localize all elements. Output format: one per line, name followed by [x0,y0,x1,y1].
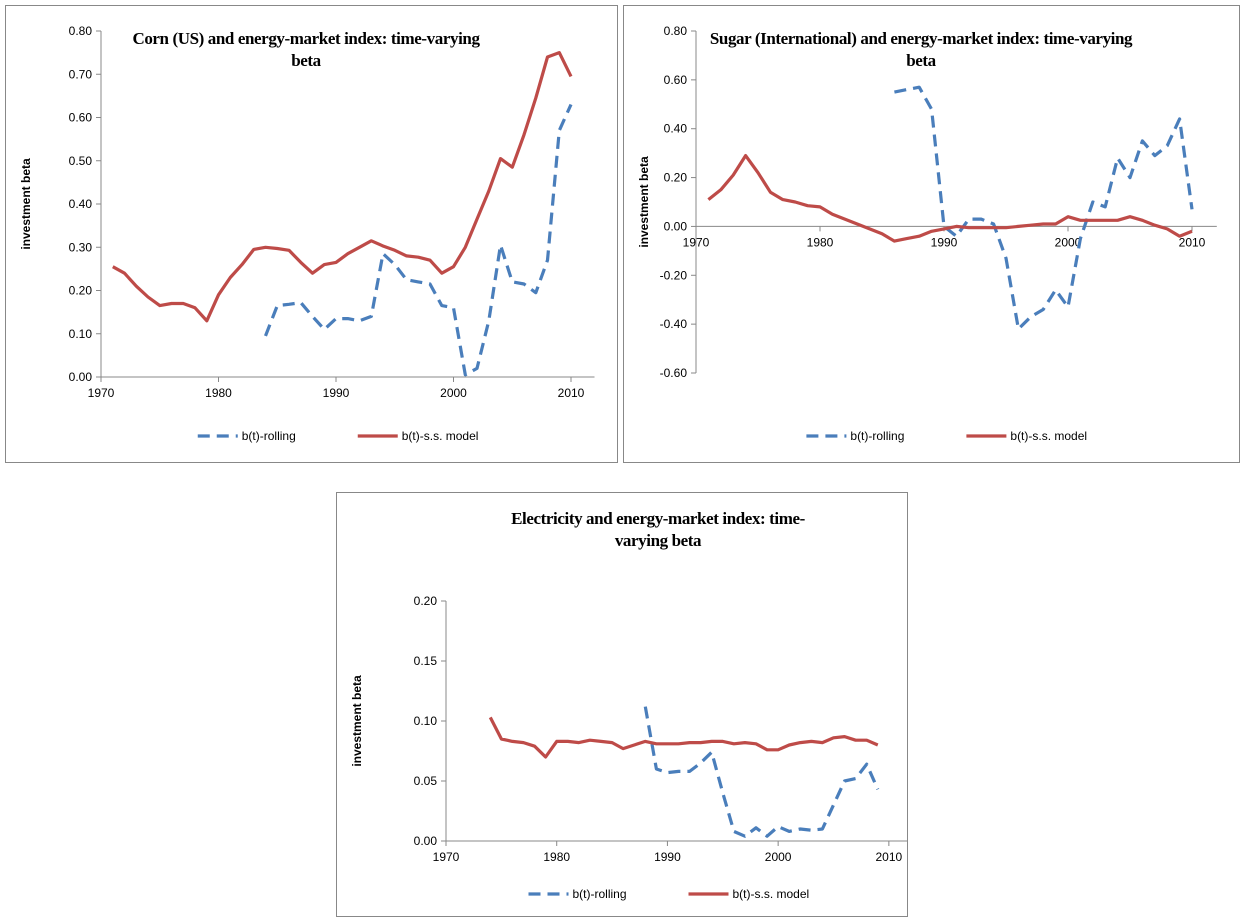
x-tick-label: 1980 [543,850,570,864]
legend-label: b(t)-rolling [242,429,296,443]
x-tick-label: 2000 [765,850,792,864]
x-tick-label: 1970 [683,235,710,249]
y-tick-label: 0.00 [414,834,438,848]
y-tick-label: 0.20 [414,594,438,608]
y-tick-label: 0.10 [69,327,93,341]
y-tick-label: 0.00 [69,370,93,384]
x-tick-label: 1990 [323,386,350,400]
x-tick-label: 1970 [88,386,115,400]
chart-panel: 0.00 0.05 0.10 0.15 0.20 1970 1980 1990 2000 2010… [336,492,908,917]
y-tick-label: 0.20 [69,284,93,298]
legend-label: b(t)-rolling [850,429,904,443]
legend-label: b(t)-s.s. model [733,887,810,901]
legend-label: b(t)-s.s. model [1010,429,1087,443]
series-line [643,706,880,838]
x-tick-label: 1980 [205,386,232,400]
y-tick-label: 0.20 [664,171,688,185]
chart: 0.00 0.05 0.10 0.15 0.20 1970 1980 1990 2000 2010… [350,594,907,901]
series-line [112,51,573,323]
x-tick-label: 1980 [807,235,834,249]
x-tick-label: 1990 [931,235,958,249]
y-tick-label: 0.10 [414,714,438,728]
series-line [894,85,1194,331]
y-axis-label: investment beta [350,675,364,767]
y-tick-label: 0.80 [69,24,93,38]
y-tick-label: 0.80 [664,24,688,38]
y-tick-label: 0.50 [69,154,93,168]
y-axis-label: investment beta [637,156,651,248]
chart: 0.00 0.10 0.20 0.30 0.40 0.50 0.60 0.70 0.80 1970… [19,24,595,443]
chart-title: Sugar (International) and energy-market … [709,29,1133,70]
legend-label: b(t)-rolling [573,887,627,901]
y-tick-label: 0.00 [664,219,688,233]
chart-panel: -0.60 -0.40 -0.20 0.00 0.20 0.40 0.60 0.80 1970 1… [623,5,1240,463]
y-tick-label: -0.20 [660,268,688,282]
x-tick-label: 2010 [558,386,585,400]
chart-panel: 0.00 0.10 0.20 0.30 0.40 0.50 0.60 0.70 0.80 1970… [5,5,618,463]
x-tick-label: 2000 [1055,235,1082,249]
series-line [488,716,879,759]
y-tick-label: 0.30 [69,240,93,254]
x-tick-label: 2010 [876,850,903,864]
y-tick-label: 0.40 [69,197,93,211]
chart-title: Electricity and energy-market index: tim… [511,509,805,550]
y-tick-label: 0.05 [414,774,438,788]
x-tick-label: 1970 [433,850,460,864]
x-tick-label: 2000 [440,386,467,400]
x-tick-label: 2010 [1179,235,1206,249]
y-tick-label: 0.60 [69,111,93,125]
y-tick-label: 0.40 [664,122,688,136]
y-tick-label: 0.70 [69,67,93,81]
y-axis-label: investment beta [19,158,33,250]
y-tick-label: -0.60 [660,366,688,380]
y-tick-label: 0.60 [664,73,688,87]
legend-label: b(t)-s.s. model [402,429,479,443]
series-line [707,154,1193,243]
chart-title: Corn (US) and energy-market index: time-… [132,29,480,70]
y-tick-label: -0.40 [660,317,688,331]
x-tick-label: 1990 [654,850,681,864]
chart: -0.60 -0.40 -0.20 0.00 0.20 0.40 0.60 0.80 1970 1… [637,24,1217,443]
y-tick-label: 0.15 [414,654,438,668]
series-line [264,103,573,377]
